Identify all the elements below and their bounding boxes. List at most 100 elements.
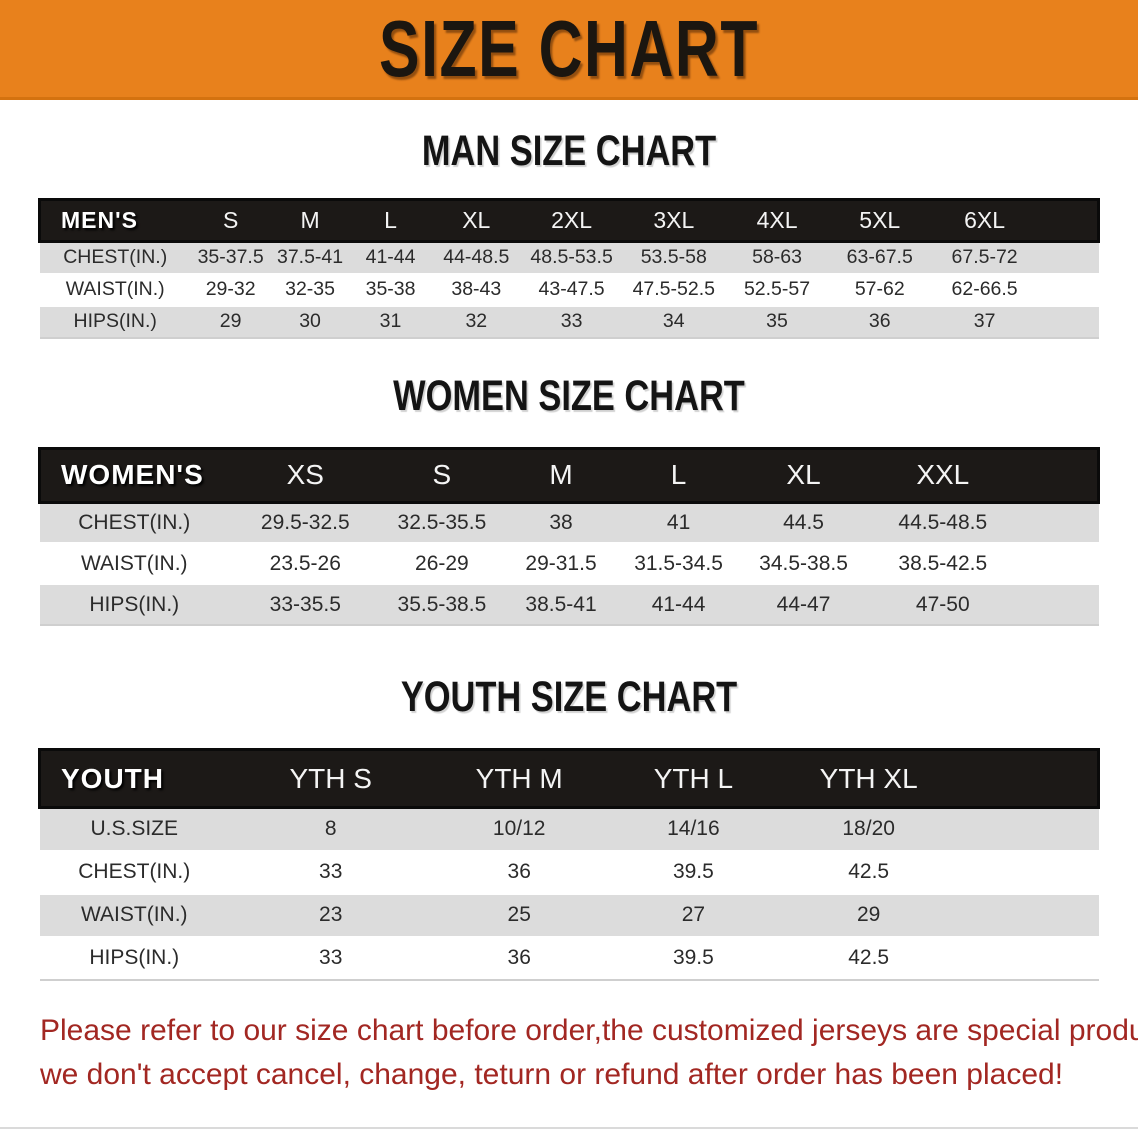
size-cell: 8: [324, 817, 337, 841]
table-group-label: WOMEN'S: [38, 446, 230, 504]
size-column-header: M: [270, 198, 350, 243]
size-cell: 39.5: [672, 946, 714, 969]
size-column-header: YTH S: [229, 748, 433, 809]
size-column-header: L: [619, 446, 738, 504]
size-cell: 42.5: [848, 860, 890, 883]
row-label: CHEST(IN.): [63, 246, 168, 269]
size-cell: 44.5: [783, 510, 824, 534]
size-cell: 44.5-48.5: [898, 510, 988, 534]
size-cell: 32.5-35.5: [397, 510, 487, 534]
size-column-header: YTH L: [606, 748, 781, 809]
size-column-header: XL: [737, 446, 870, 504]
table-row: WAIST(IN.) 23 25 27 29: [39, 893, 1099, 937]
size-cell: 18/20: [842, 817, 895, 841]
size-column-header: YTH M: [432, 748, 607, 809]
spacer-cell: [1038, 306, 1098, 338]
size-cell: 35: [766, 310, 788, 332]
size-column-header: 2XL: [521, 198, 622, 243]
table-row: HIPS(IN.) 33-35.5 35.5-38.5 38.5-41 41-44 44-…: [39, 584, 1099, 625]
size-cell: 67.5-72: [951, 246, 1018, 269]
size-cell: 41-44: [651, 592, 706, 616]
size-cell: 42.5: [848, 946, 890, 969]
spacer-cell: [957, 851, 1099, 894]
size-section-womens: WOMEN SIZE CHART WOMEN'S XS S M L XL XXL CHEST…: [0, 371, 1138, 627]
size-cell: 58-63: [752, 246, 802, 269]
size-cell: 36: [507, 860, 531, 883]
size-cell: 63-67.5: [846, 246, 913, 269]
spacer-cell: [957, 808, 1099, 851]
size-cell: 57-62: [854, 278, 905, 300]
size-cell: 47-50: [915, 592, 970, 616]
womens-size-table: WOMEN'S XS S M L XL XXL CHEST(IN.) 29.5-32.5 32.…: [38, 446, 1100, 627]
spacer-cell: [1038, 198, 1101, 243]
spacer-cell: [957, 894, 1099, 937]
size-cell: 38.5-41: [525, 592, 597, 616]
size-cell: 29.5-32.5: [260, 510, 350, 534]
table-row: WAIST(IN.) 29-32 32-35 35-38 38-43 43-47.5 47.…: [39, 274, 1099, 306]
size-column-header: 3XL: [621, 198, 726, 243]
table-group-label: YOUTH: [38, 748, 230, 809]
size-cell: 37.5-41: [276, 246, 344, 269]
size-cell: 23: [319, 903, 343, 926]
size-cell: 47.5-52.5: [632, 278, 715, 300]
size-column-header: YTH XL: [780, 748, 957, 809]
banner: SIZE CHART: [0, 0, 1138, 100]
size-cell: 33: [319, 860, 343, 883]
table-row: HIPS(IN.) 33 36 39.5 42.5: [39, 937, 1099, 980]
disclaimer-line: Please refer to our size chart before or…: [40, 1013, 1138, 1047]
size-cell: 32-35: [285, 278, 335, 300]
size-cell: 29: [856, 903, 881, 926]
size-cell: 44-47: [776, 592, 831, 616]
size-column-header: 5XL: [828, 198, 932, 243]
row-label: WAIST(IN.): [81, 903, 188, 926]
table-row: WAIST(IN.) 23.5-26 26-29 29-31.5 31.5-34.5 34…: [39, 543, 1099, 584]
spacer-cell: [1038, 242, 1098, 274]
spacer-cell: [1016, 543, 1099, 584]
size-cell: 41-44: [365, 246, 416, 269]
size-column-header: L: [349, 198, 432, 243]
size-cell: 34: [662, 310, 685, 332]
size-cell: 34.5-38.5: [759, 551, 848, 575]
section-title: WOMEN SIZE CHART: [393, 371, 745, 420]
table-header-row: MEN'S S M L XL 2XL 3XL 4XL 5XL 6XL: [37, 198, 1101, 243]
size-cell: 62-66.5: [951, 278, 1018, 300]
disclaimer-line: we don't accept cancel, change, teturn o…: [40, 1057, 1064, 1091]
size-column-header: XXL: [869, 446, 1016, 504]
table-row: CHEST(IN.) 29.5-32.5 32.5-35.5 38 41 44.5 44.5…: [39, 502, 1099, 543]
spacer-cell: [956, 748, 1100, 809]
size-column-header: 6XL: [931, 198, 1039, 243]
spacer-cell: [1016, 502, 1099, 543]
size-cell: 52.5-57: [743, 278, 811, 300]
size-cell: 31: [379, 310, 402, 332]
size-cell: 39.5: [672, 860, 714, 883]
size-cell: 33-35.5: [269, 592, 341, 616]
youth-size-table: YOUTH YTH S YTH M YTH L YTH XL U.S.SIZE 8 10/1…: [38, 748, 1100, 981]
size-cell: 38-43: [451, 278, 502, 300]
size-column-header: S: [190, 198, 271, 243]
size-cell: 29-31.5: [525, 551, 597, 575]
size-section-mens: MAN SIZE CHART MEN'S S M L XL 2XL 3XL 4XL 5XL 6XL…: [0, 126, 1138, 339]
table-row: CHEST(IN.) 33 36 39.5 42.5: [39, 851, 1099, 894]
spacer-cell: [1016, 584, 1099, 625]
size-column-header: S: [381, 446, 503, 504]
disclaimer: Please refer to our size chart before or…: [40, 1009, 1138, 1097]
row-label: HIPS(IN.): [89, 592, 180, 616]
size-charts-container: MAN SIZE CHART MEN'S S M L XL 2XL 3XL 4XL 5XL 6XL…: [0, 126, 1138, 981]
table-row: U.S.SIZE 8 10/12 14/16 18/20: [39, 807, 1099, 851]
size-cell: 33: [560, 310, 583, 332]
size-column-header: M: [502, 446, 620, 504]
banner-title: SIZE CHART: [379, 3, 759, 93]
row-label: CHEST(IN.): [78, 510, 191, 534]
spacer-cell: [957, 937, 1099, 980]
table-header-row: WOMEN'S XS S M L XL XXL: [38, 446, 1100, 504]
size-column-header: XL: [431, 198, 522, 243]
size-cell: 44-48.5: [443, 246, 510, 269]
size-cell: 35-38: [365, 278, 416, 300]
size-cell: 32: [465, 310, 488, 332]
size-cell: 53.5-58: [640, 246, 707, 269]
size-cell: 35.5-38.5: [397, 592, 487, 616]
section-title: MAN SIZE CHART: [421, 127, 717, 175]
size-cell: 36: [868, 310, 891, 332]
size-column-header: 4XL: [725, 198, 829, 243]
size-cell: 26-29: [415, 551, 469, 575]
